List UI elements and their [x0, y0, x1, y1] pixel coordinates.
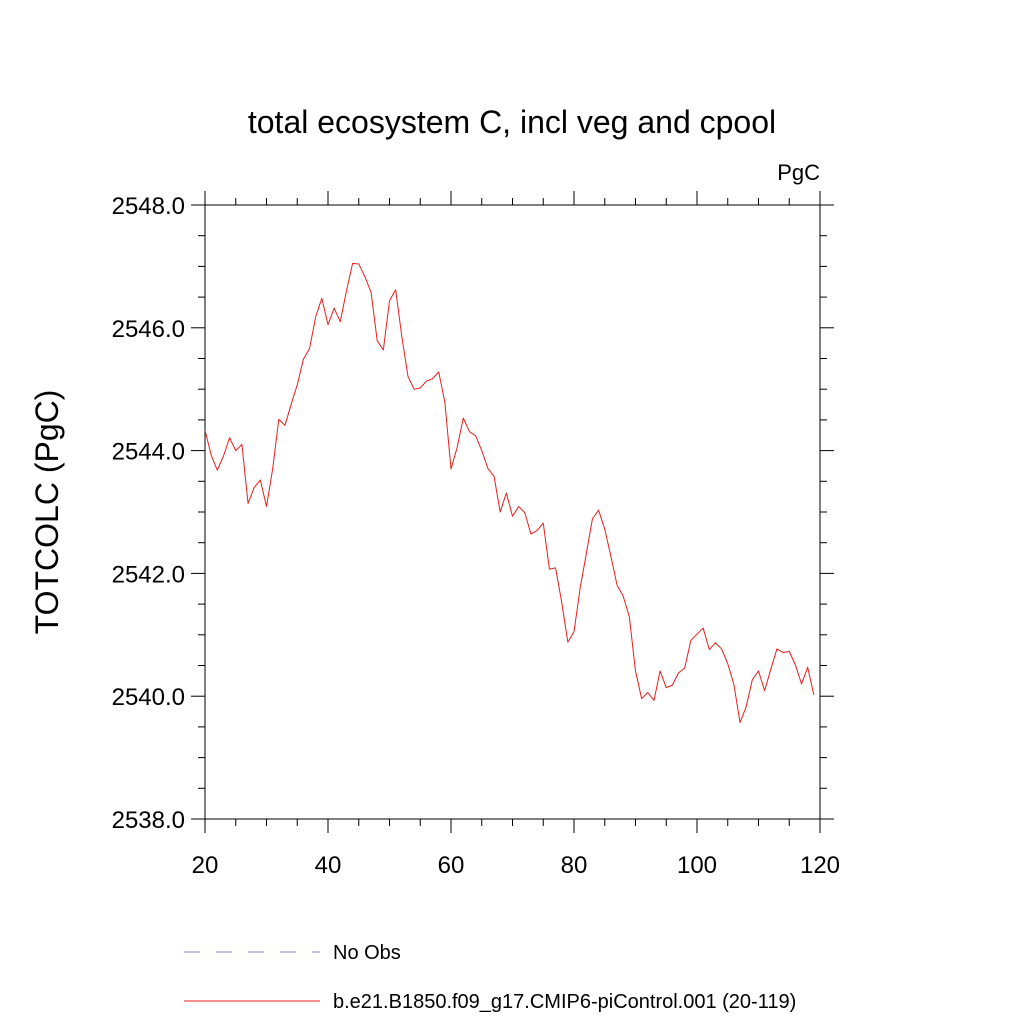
plot-area: 20 40 60 80 100 120 2538.0 2540.0 2542.0 2544.0 25…: [112, 191, 840, 879]
x-tick-label: 100: [677, 852, 717, 879]
x-tick-label: 80: [561, 852, 588, 879]
legend: No Obs b.e21.B1850.f09_g17.CMIP6-piContr…: [184, 942, 796, 1013]
legend-label-no-obs: No Obs: [333, 942, 401, 964]
x-tick-label: 40: [315, 852, 342, 879]
plot-frame: [204, 204, 821, 820]
y-tick-label: 2544.0: [112, 439, 185, 466]
x-tick-label: 120: [800, 852, 840, 879]
chart-title: total ecosystem C, incl veg and cpool: [248, 104, 776, 140]
y-axis-label: TOTCOLC (PgC): [29, 390, 65, 635]
y-tick-label: 2542.0: [112, 561, 185, 588]
y-tick-label: 2540.0: [112, 684, 185, 711]
legend-label-picontrol: b.e21.B1850.f09_g17.CMIP6-piControl.001 …: [333, 991, 796, 1013]
x-tick-label: 60: [438, 852, 465, 879]
x-tick-label: 20: [192, 852, 219, 879]
y-tick-label: 2538.0: [112, 807, 185, 834]
y-tick-label: 2546.0: [112, 316, 185, 343]
y-tick-label: 2548.0: [112, 193, 185, 220]
units-label: PgC: [777, 160, 820, 185]
series-line-1: [204, 262, 815, 724]
